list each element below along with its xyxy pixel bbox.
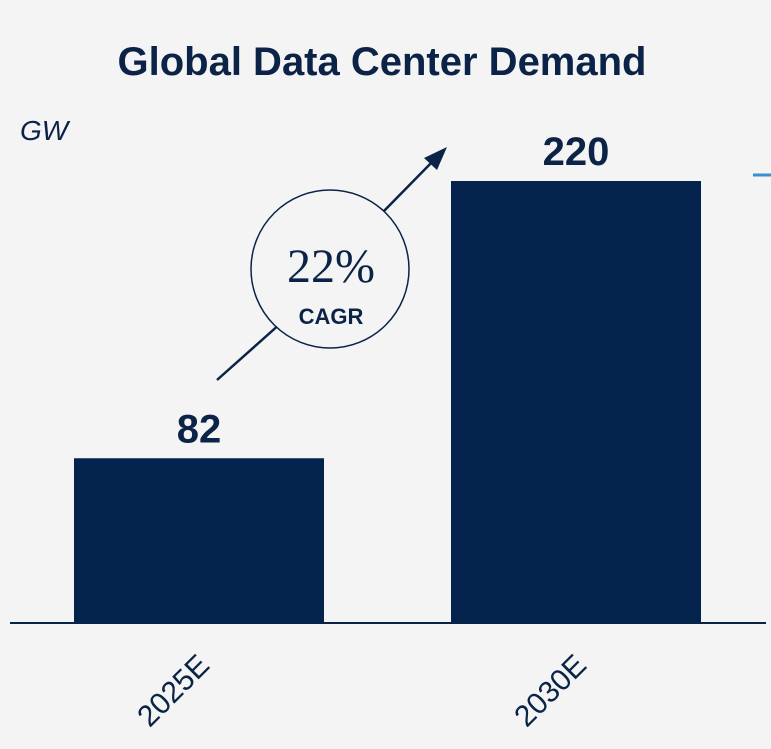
value-label-2025E: 82 (177, 407, 222, 451)
x-tick-labels-group: 2025E 2030E (131, 649, 593, 734)
arrowhead-icon (424, 147, 447, 170)
chart-title: Global Data Center Demand (117, 40, 646, 84)
x-tick-label-2030E: 2030E (508, 649, 593, 734)
cagr-badge: 22% CAGR (250, 189, 410, 349)
y-axis-unit-label: GW (20, 115, 71, 146)
x-tick-label-2025E: 2025E (131, 649, 216, 734)
cagr-arrow-lower-segment (216, 322, 282, 381)
value-labels-group: 82 220 (177, 130, 610, 451)
cagr-label: CAGR (299, 304, 364, 329)
bar-2025E (74, 458, 324, 623)
cagr-circle (250, 189, 410, 349)
bars-group (74, 181, 701, 623)
cagr-arrow-upper-segment (381, 157, 437, 214)
cagr-value: 22% (287, 240, 375, 293)
cagr-arrow (216, 147, 447, 381)
bar-2030E (451, 181, 701, 623)
value-label-2030E: 220 (543, 130, 610, 174)
